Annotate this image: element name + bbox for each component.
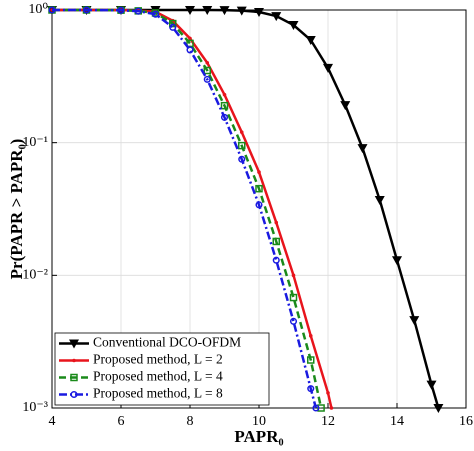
x-tick-label: 8 (187, 414, 194, 429)
marker (254, 7, 264, 17)
marker (271, 12, 282, 22)
legend-label: Proposed method, L = 2 (93, 352, 223, 367)
marker (72, 358, 76, 363)
x-tick-label: 12 (321, 414, 335, 429)
marker (70, 373, 78, 382)
y-tick-label: 10⁰ (28, 2, 48, 17)
x-tick-label: 16 (459, 414, 473, 429)
legend: Conventional DCO-OFDM Proposed method, L … (54, 332, 270, 406)
x-tick-label: 14 (390, 414, 404, 429)
marker (257, 170, 261, 174)
marker (48, 6, 56, 14)
marker (203, 75, 211, 83)
marker (117, 6, 125, 14)
series-line (52, 8, 440, 409)
marker (238, 155, 246, 163)
y-tick-label: 10⁻¹ (22, 135, 48, 150)
marker (305, 36, 316, 46)
marker (307, 356, 315, 364)
y-tick-label: 10⁻³ (22, 400, 48, 415)
marker (288, 21, 299, 31)
marker (312, 404, 320, 412)
marker (239, 130, 244, 134)
marker (151, 10, 160, 18)
marker (409, 316, 420, 326)
x-tick-label: 10 (252, 414, 266, 429)
legend-label: Proposed method, L = 8 (93, 386, 223, 401)
marker (329, 406, 334, 410)
marker (69, 339, 79, 349)
marker (203, 66, 211, 75)
marker (202, 6, 213, 16)
legend-label: Conventional DCO-OFDM (93, 335, 241, 350)
marker (323, 63, 333, 73)
marker (426, 380, 437, 390)
marker (340, 101, 351, 111)
marker (374, 195, 385, 205)
marker (188, 36, 192, 41)
marker (289, 293, 298, 302)
marker (357, 144, 368, 154)
series-line (52, 8, 318, 409)
marker (219, 6, 230, 16)
marker (392, 256, 402, 266)
x-tick-label: 6 (118, 414, 125, 429)
marker (255, 201, 263, 209)
marker (134, 7, 142, 15)
y-tick-label: 10⁻² (22, 268, 48, 283)
legend-label: Proposed method, L = 4 (93, 369, 223, 384)
marker (70, 390, 78, 399)
marker (185, 6, 195, 15)
marker (220, 113, 229, 121)
marker (308, 334, 313, 338)
legend-box (54, 332, 270, 406)
y-axis-label: Pr(PAPR > PAPR₀) (7, 139, 26, 280)
marker (169, 23, 177, 31)
series-line (52, 8, 323, 409)
marker (222, 92, 227, 97)
marker (326, 391, 330, 395)
marker (169, 19, 177, 28)
marker (236, 6, 247, 16)
marker (186, 46, 194, 54)
marker (272, 237, 280, 246)
x-tick-label: 4 (49, 414, 56, 429)
marker (255, 184, 263, 193)
marker (205, 60, 210, 65)
marker (82, 6, 91, 14)
marker (274, 220, 279, 225)
marker (307, 385, 315, 393)
marker (289, 317, 298, 325)
x-axis-label: PAPR₀ (234, 427, 283, 446)
marker (220, 101, 229, 110)
marker (291, 273, 296, 278)
marker (238, 141, 246, 150)
marker (433, 404, 444, 413)
marker (272, 256, 280, 264)
